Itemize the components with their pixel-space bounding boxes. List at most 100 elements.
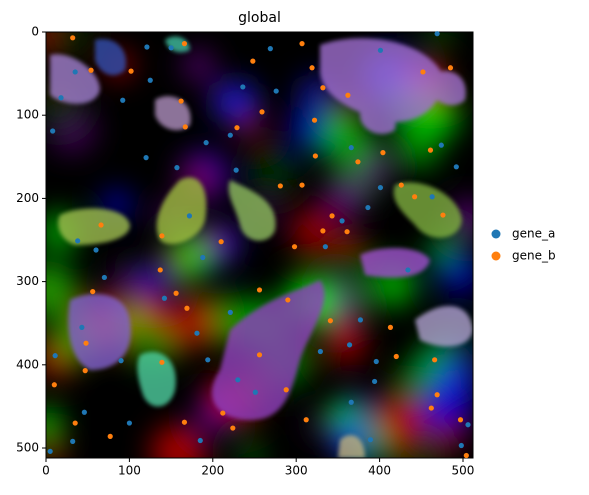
point bbox=[159, 233, 165, 239]
point bbox=[458, 442, 464, 449]
point bbox=[259, 109, 265, 115]
point bbox=[230, 425, 236, 431]
point bbox=[107, 433, 113, 439]
y-tick-label: 100 bbox=[16, 108, 39, 122]
point bbox=[194, 330, 200, 336]
point bbox=[387, 324, 394, 330]
point bbox=[273, 88, 279, 94]
point bbox=[317, 348, 323, 355]
legend-label: gene_a bbox=[512, 227, 555, 241]
point bbox=[344, 229, 350, 235]
point bbox=[432, 357, 438, 363]
point bbox=[178, 98, 184, 104]
point bbox=[377, 184, 384, 191]
point bbox=[380, 150, 386, 156]
point bbox=[457, 417, 464, 423]
x-tick-label: 300 bbox=[285, 464, 308, 478]
x-tick-label: 200 bbox=[201, 464, 224, 478]
point bbox=[463, 452, 469, 459]
point bbox=[200, 254, 206, 261]
point bbox=[147, 77, 153, 83]
point bbox=[58, 95, 64, 101]
y-tick-label: 500 bbox=[16, 441, 39, 455]
point bbox=[143, 155, 149, 161]
x-tick-label: 100 bbox=[118, 464, 141, 478]
point bbox=[299, 41, 305, 47]
point bbox=[93, 247, 99, 253]
point bbox=[227, 309, 233, 315]
point bbox=[250, 58, 256, 64]
point bbox=[174, 165, 180, 171]
point bbox=[412, 194, 418, 200]
point bbox=[90, 288, 96, 295]
y-tick-label: 400 bbox=[16, 357, 39, 371]
point bbox=[256, 287, 263, 293]
legend-marker bbox=[491, 251, 501, 261]
point bbox=[367, 437, 374, 443]
point bbox=[346, 342, 353, 348]
point bbox=[173, 290, 179, 296]
point bbox=[240, 84, 246, 90]
point bbox=[50, 128, 56, 134]
legend-label: gene_b bbox=[512, 249, 556, 263]
point bbox=[168, 45, 174, 51]
point bbox=[157, 267, 163, 273]
chart-title: global bbox=[238, 10, 281, 26]
point bbox=[339, 218, 345, 224]
point bbox=[70, 35, 76, 41]
point bbox=[357, 317, 364, 323]
y-tick-label: 300 bbox=[16, 274, 39, 288]
point bbox=[329, 213, 335, 219]
point bbox=[322, 244, 328, 250]
point bbox=[434, 31, 440, 37]
point bbox=[159, 359, 165, 365]
point bbox=[203, 140, 209, 146]
point bbox=[118, 358, 124, 364]
point bbox=[299, 182, 305, 188]
point bbox=[453, 164, 459, 170]
point bbox=[101, 274, 107, 281]
x-tick-label: 400 bbox=[368, 464, 391, 478]
point bbox=[235, 377, 241, 383]
point bbox=[311, 117, 318, 123]
point bbox=[440, 212, 446, 218]
point bbox=[348, 399, 354, 405]
point bbox=[320, 85, 326, 91]
point bbox=[220, 410, 226, 416]
point bbox=[233, 167, 239, 173]
point bbox=[161, 295, 168, 301]
point bbox=[309, 65, 315, 71]
x-tick-label: 500 bbox=[452, 464, 475, 478]
point bbox=[303, 417, 309, 423]
point bbox=[82, 368, 88, 374]
point bbox=[320, 228, 326, 234]
point bbox=[428, 405, 434, 411]
point bbox=[218, 239, 224, 245]
point bbox=[184, 305, 190, 311]
point bbox=[377, 47, 384, 53]
point bbox=[81, 409, 87, 415]
point bbox=[128, 68, 134, 74]
point bbox=[144, 44, 150, 50]
plot-frame bbox=[45, 31, 474, 459]
point bbox=[51, 382, 57, 388]
point bbox=[98, 222, 104, 228]
point bbox=[465, 422, 471, 428]
point bbox=[72, 420, 78, 426]
point bbox=[52, 353, 58, 359]
point bbox=[75, 238, 81, 244]
point bbox=[72, 69, 78, 75]
point bbox=[227, 132, 233, 138]
point bbox=[205, 357, 211, 363]
point bbox=[70, 438, 76, 444]
y-tick-label: 200 bbox=[16, 191, 39, 205]
legend-marker bbox=[491, 229, 501, 239]
point bbox=[373, 358, 379, 365]
y-tick-label: 0 bbox=[31, 25, 39, 39]
point bbox=[285, 297, 291, 303]
point bbox=[83, 340, 89, 346]
point bbox=[427, 147, 434, 153]
point bbox=[120, 97, 126, 103]
point bbox=[182, 124, 188, 130]
